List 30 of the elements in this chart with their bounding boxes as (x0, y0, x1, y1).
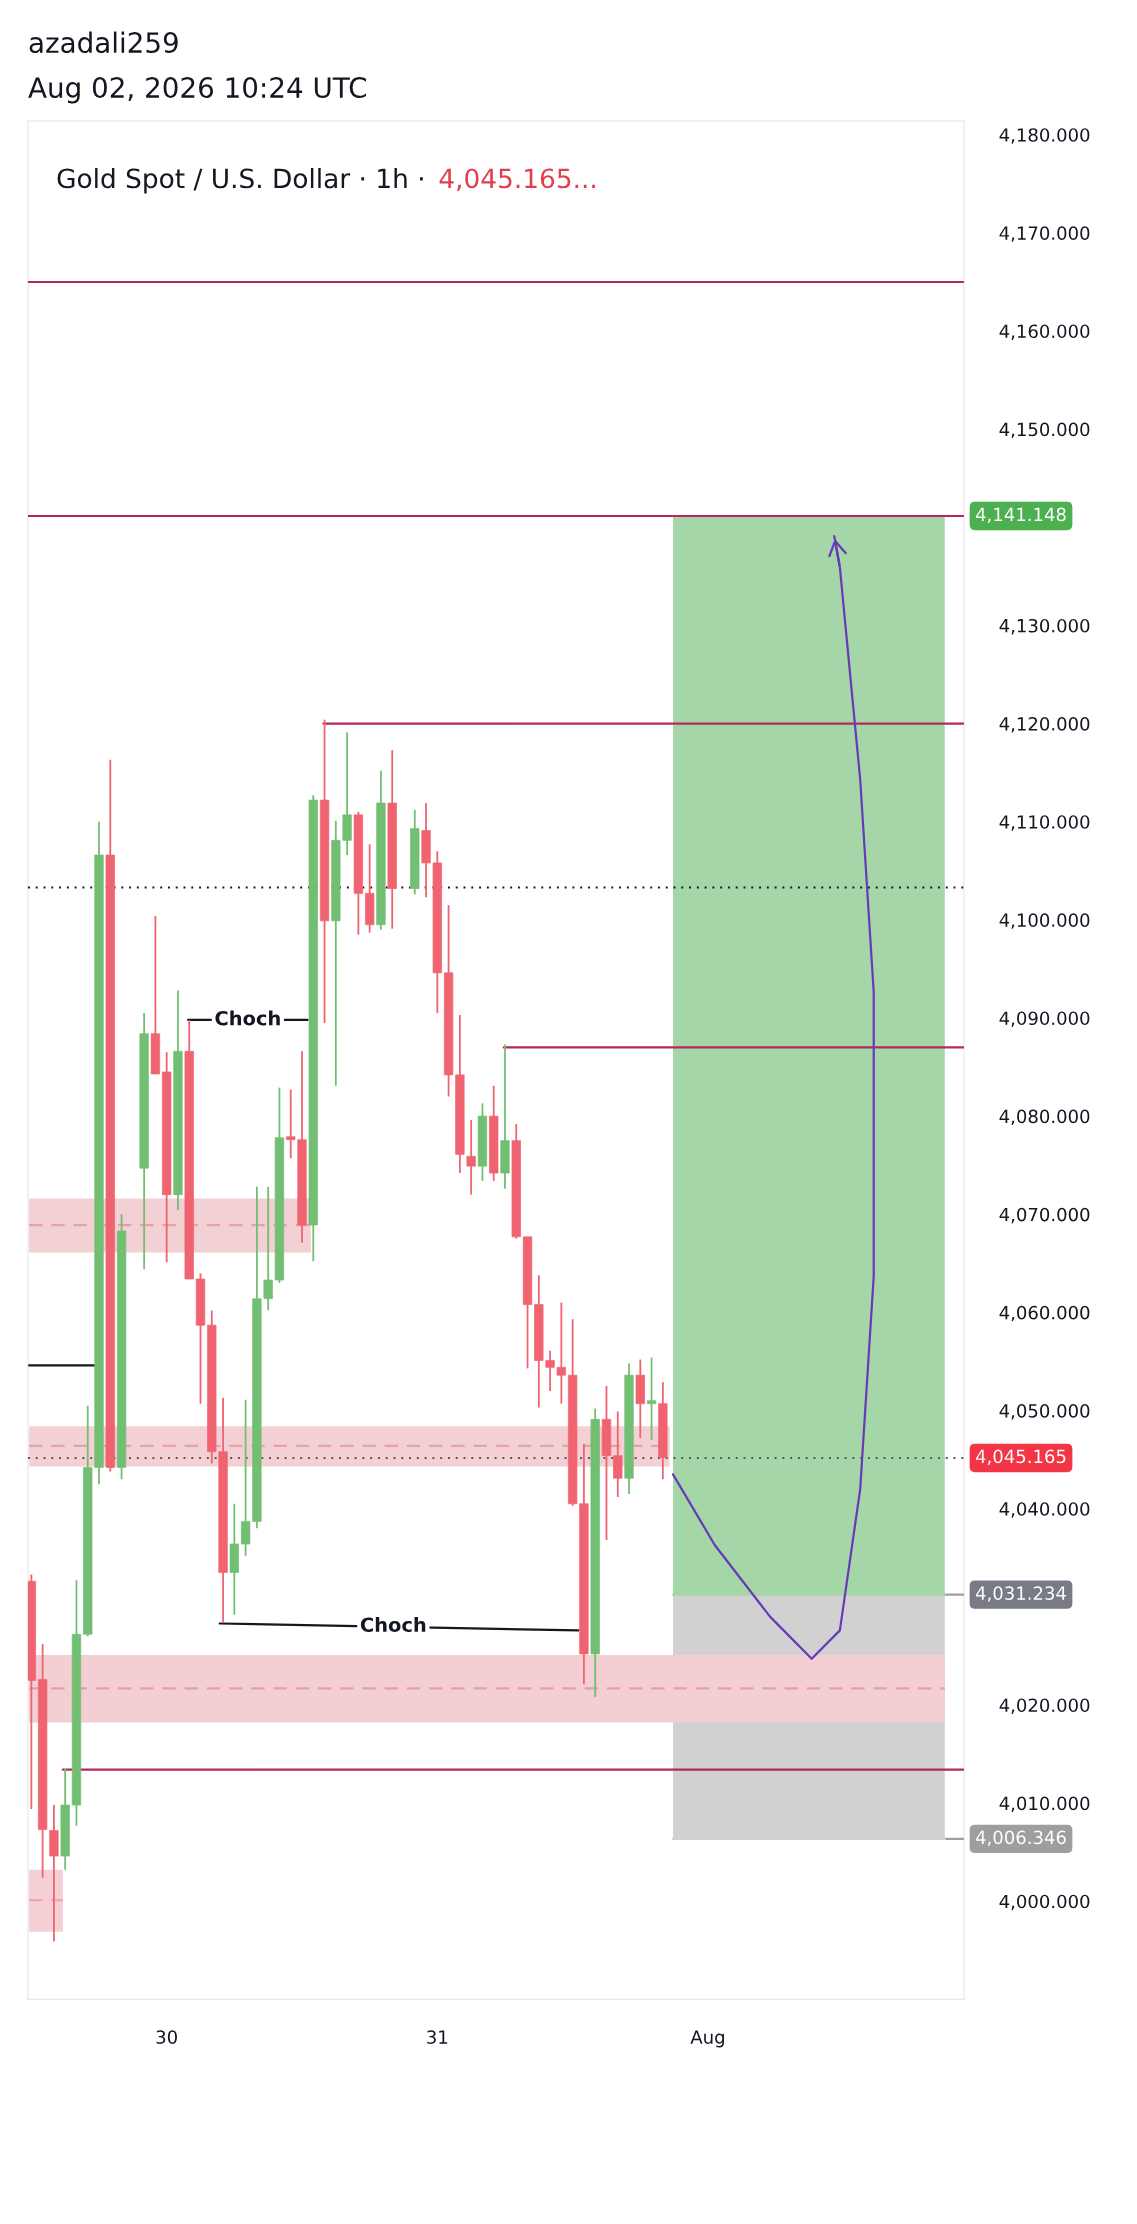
y-tick-label: 4,010.000 (999, 1796, 1090, 1813)
y-tick-label: 4,130.000 (999, 618, 1090, 635)
y-tick-label: 4,100.000 (999, 913, 1090, 929)
ref-line-label: 4,141.148 (975, 507, 1066, 524)
y-tick-label: 4,060.000 (999, 1305, 1090, 1322)
y-tick-label: 4,170.000 (999, 226, 1090, 242)
annotation: 4,045.165... (439, 168, 595, 192)
y-tick-label: 4,120.000 (999, 717, 1090, 733)
y-tick-label: 4,070.000 (999, 1207, 1090, 1224)
y-tick-label: 4,050.000 (999, 1404, 1090, 1420)
annotation: 4,006.346 (975, 1830, 1066, 1847)
y-tick-label: 4,000.000 (999, 1894, 1090, 1911)
y-tick-label: 4,040.000 (999, 1502, 1090, 1518)
y-tick-label: 4,110.000 (999, 815, 1090, 831)
x-tick-label: 31 (427, 2030, 448, 2044)
ref-line-label: 4,045.165 (975, 1449, 1066, 1466)
y-tick-label: 4,090.000 (999, 1011, 1090, 1027)
text: Aug 02, 2026 10:24 UTC (28, 77, 367, 104)
y-tick-label: 4,180.000 (999, 128, 1090, 144)
text: Gold Spot / U.S. Dollar · 1h · (57, 167, 423, 194)
y-tick-label: 4,020.000 (999, 1698, 1090, 1714)
annotation: Choch (215, 1010, 280, 1026)
annotation: Choch (360, 1617, 426, 1633)
y-tick-label: 4,160.000 (999, 324, 1090, 340)
y-tick-label: 4,080.000 (999, 1109, 1090, 1126)
x-tick-label: Aug (690, 2030, 724, 2048)
annotation: 4,031.234 (975, 1586, 1066, 1602)
y-tick-label: 4,150.000 (999, 422, 1090, 439)
text: azadali259 (29, 31, 178, 54)
x-tick-label: 30 (156, 2030, 177, 2044)
